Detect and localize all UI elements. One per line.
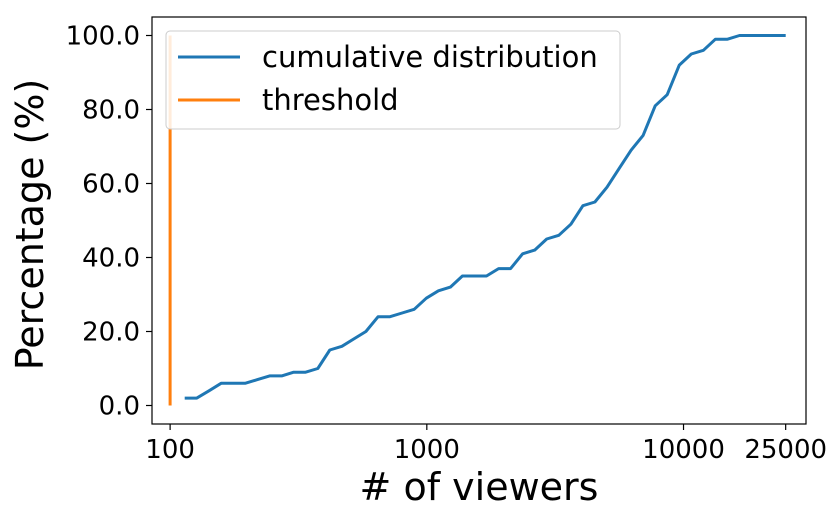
plot-frame: [151, 16, 807, 425]
axis-ticks: 100 1000 10000 25000 0.0 20.0 40.0 60.0 80.0 100.…: [66, 22, 827, 466]
y-tick-label: 40.0: [82, 244, 140, 274]
legend: cumulative distribution threshold: [165, 30, 621, 130]
legend-label-threshold: threshold: [262, 83, 399, 117]
x-tick-label: 100: [145, 435, 195, 465]
y-tick-label: 80.0: [82, 96, 140, 126]
x-axis-label: # of viewers: [360, 465, 599, 509]
x-tick-label: 1000: [394, 435, 460, 465]
y-tick-label: 60.0: [82, 170, 140, 200]
series-line-cumulative-distribution: [184, 34, 786, 400]
y-tick-label: 0.0: [99, 392, 140, 422]
x-tick-label: 25000: [744, 435, 827, 465]
y-tick-label: 100.0: [66, 22, 140, 52]
legend-box: [165, 30, 621, 130]
x-tick-label: 10000: [642, 435, 725, 465]
y-tick-label: 20.0: [82, 318, 140, 348]
y-axis-label: Percentage (%): [8, 79, 52, 371]
legend-label-cumulative-distribution: cumulative distribution: [262, 40, 598, 74]
